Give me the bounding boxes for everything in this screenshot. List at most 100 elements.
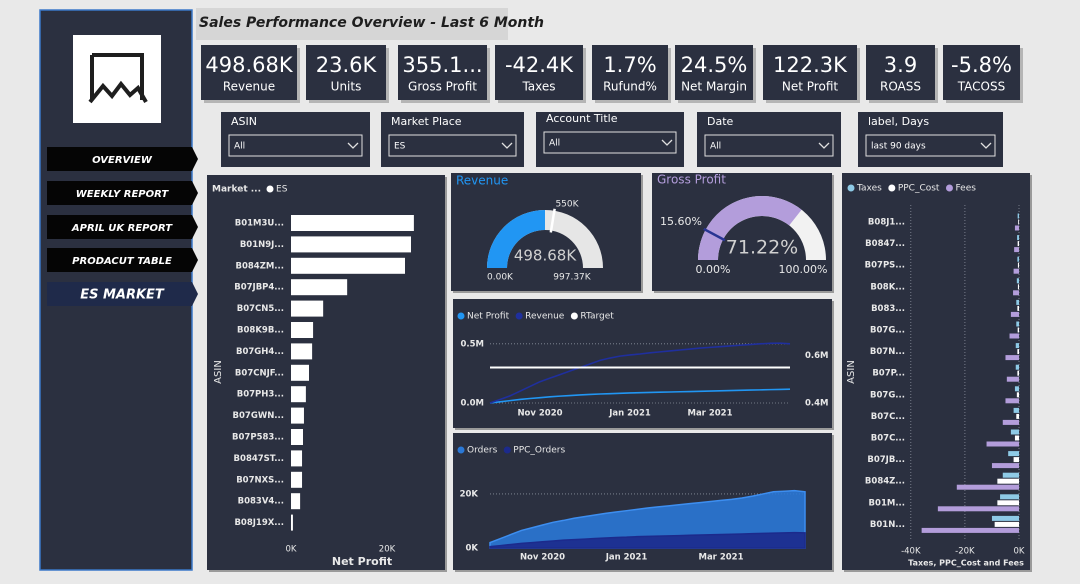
y-tick-label: B07CNJF...	[235, 368, 284, 378]
y-tick-label: B07P583...	[232, 433, 284, 443]
bar	[1005, 355, 1019, 361]
nav-shape[interactable]	[47, 147, 198, 171]
y-tick-label: B07PH3...	[237, 390, 284, 400]
area	[489, 531, 806, 549]
bar	[291, 279, 348, 296]
x-tick-label: -20K	[955, 547, 975, 557]
bar	[1009, 333, 1019, 339]
bar	[1002, 419, 1019, 425]
gauge-min-label: 0.00%	[696, 263, 731, 276]
title-bar	[196, 8, 508, 40]
legend-label: Net Profit	[467, 312, 510, 322]
x-tick-label: 0K	[1014, 547, 1025, 557]
x-tick-label: Nov 2020	[517, 409, 562, 419]
dropdown-chevron[interactable]	[661, 139, 673, 146]
bar	[1014, 225, 1019, 231]
y-tick-label: B07JB...	[867, 455, 905, 465]
kpi-label: Units	[331, 80, 362, 94]
dropdown-box[interactable]	[543, 131, 677, 154]
dropdown-box[interactable]	[388, 134, 517, 157]
nav-shape[interactable]	[47, 248, 198, 272]
bar	[1015, 364, 1019, 370]
dropdown-value[interactable]: last 90 days	[871, 142, 926, 152]
y-tick-label: B083V4...	[238, 497, 284, 507]
bar	[1016, 413, 1019, 419]
bar	[1017, 284, 1019, 290]
bar	[997, 500, 1019, 506]
kpi-value: 122.3K	[773, 53, 848, 77]
dropdown-chevron[interactable]	[980, 142, 992, 149]
y-tick-label: B083...	[871, 304, 905, 314]
legend-label: ES	[276, 185, 288, 195]
dropdown-chevron[interactable]	[818, 142, 830, 149]
bar	[1016, 321, 1019, 327]
slicer-dropdown[interactable]: All	[704, 134, 834, 157]
dropdown-box[interactable]	[704, 134, 834, 157]
kpi-label: Rufund%	[603, 80, 657, 94]
y2-tick-label: 0.6M	[805, 351, 829, 361]
bar	[1017, 349, 1019, 355]
nav-button[interactable]: PRODACUT TABLE	[47, 248, 198, 272]
slicer-dropdown[interactable]: last 90 days	[865, 134, 996, 157]
y-tick-label: B07C...	[871, 434, 905, 444]
nav-shape[interactable]	[47, 282, 198, 306]
dropdown-value[interactable]: All	[710, 142, 721, 152]
nav-button[interactable]: ES MARKET	[47, 282, 198, 306]
slicer-label: Market Place	[391, 115, 462, 128]
dropdown-value[interactable]: All	[549, 139, 560, 149]
chart-panel	[451, 173, 641, 291]
nav-button[interactable]: OVERVIEW	[47, 147, 198, 171]
dropdown-box[interactable]	[865, 134, 996, 157]
bar	[291, 407, 304, 424]
bar	[1013, 407, 1019, 413]
dashboard-title: Sales Performance Overview - Last 6 Mont…	[199, 15, 544, 31]
kpi-card	[398, 45, 487, 100]
kpi-value: -42.4K	[505, 53, 574, 77]
kpi-value: 24.5%	[681, 53, 748, 77]
y-axis-title: ASIN	[846, 360, 857, 384]
y-tick-label: 0.0M	[460, 399, 484, 409]
bar	[291, 300, 324, 317]
bar	[937, 506, 1019, 512]
nav-shape[interactable]	[47, 181, 198, 205]
y-tick-label: B07C...	[871, 412, 905, 422]
dropdown-box[interactable]	[228, 134, 363, 157]
bar	[1014, 386, 1019, 392]
legend-swatch	[945, 184, 953, 192]
bar	[1017, 370, 1019, 376]
slicer-label: Date	[707, 115, 734, 128]
nav-label[interactable]: ES MARKET	[80, 288, 165, 303]
bar	[1014, 247, 1019, 253]
bar	[291, 471, 303, 488]
bar	[1016, 392, 1019, 398]
dropdown-chevron[interactable]	[347, 142, 359, 149]
slicer-dropdown[interactable]: ES	[388, 134, 517, 157]
dropdown-chevron[interactable]	[501, 142, 513, 149]
kpi-value: -5.8%	[951, 53, 1012, 77]
legend-swatch	[515, 312, 523, 320]
nav-shape[interactable]	[47, 215, 198, 239]
slicer-dropdown[interactable]: All	[228, 134, 363, 157]
nav-button[interactable]: APRIL UK REPORT	[47, 215, 198, 239]
nav-label[interactable]: WEEKLY REPORT	[76, 189, 170, 200]
y-tick-label: B07N...	[870, 347, 905, 357]
kpi-label: ROASS	[880, 80, 921, 94]
kpi-value: 355.1...	[402, 53, 482, 77]
dropdown-value[interactable]: All	[234, 142, 245, 152]
slicer-dropdown[interactable]: All	[543, 131, 677, 154]
legend-label: Taxes	[856, 184, 882, 194]
nav-label[interactable]: APRIL UK REPORT	[71, 223, 173, 234]
y-tick-label: B07NXS...	[236, 475, 284, 485]
nav-label[interactable]: PRODACUT TABLE	[72, 256, 172, 267]
nav-label[interactable]: OVERVIEW	[92, 155, 153, 166]
y-tick-label: B084ZM...	[235, 261, 284, 271]
nav-button[interactable]: WEEKLY REPORT	[47, 181, 198, 205]
dropdown-value[interactable]: ES	[394, 142, 406, 152]
x-axis-title: Taxes, PPC_Cost and Fees	[908, 559, 1024, 568]
bar	[291, 450, 303, 467]
bar	[291, 257, 405, 274]
gauge-value	[487, 210, 545, 268]
x-tick-label: Mar 2021	[687, 409, 732, 419]
bar	[291, 429, 303, 445]
